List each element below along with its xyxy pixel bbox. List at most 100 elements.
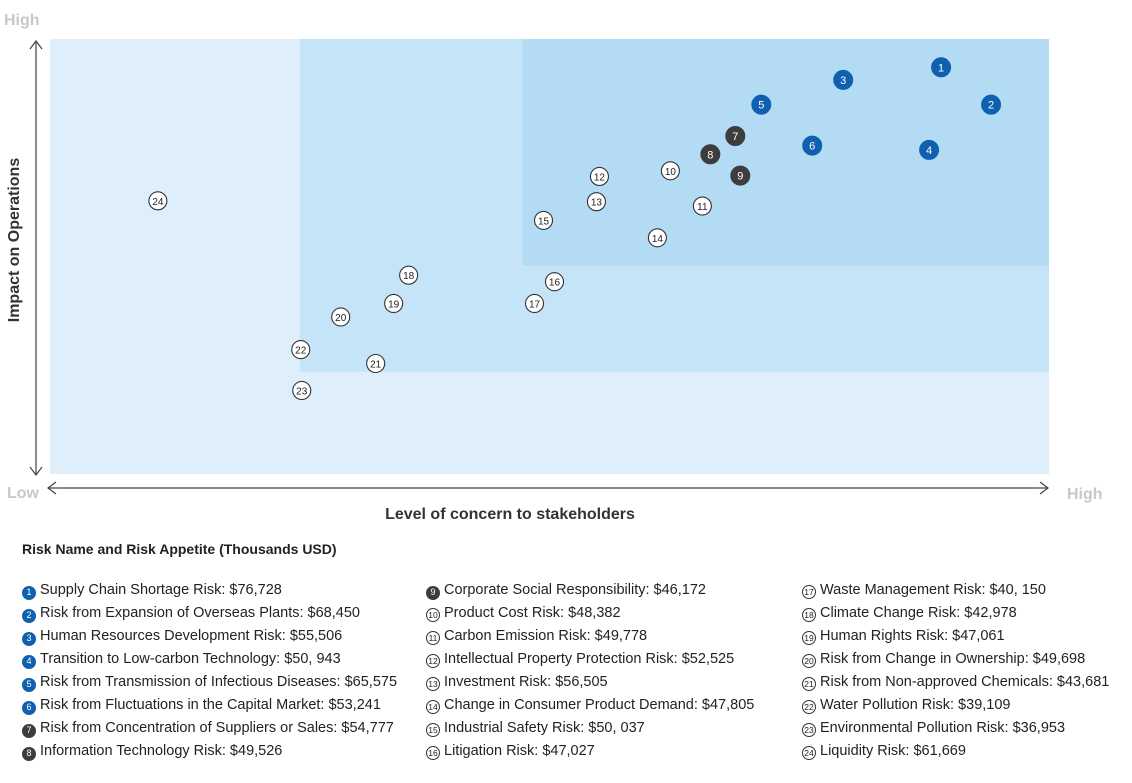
legend-item-text: Human Resources Development Risk: $55,50… xyxy=(40,628,343,644)
legend-badge: 21 xyxy=(802,677,816,691)
legend-badge: 13 xyxy=(426,677,440,691)
risk-point-marker xyxy=(544,272,565,292)
legend-item-4: 4 Transition to Low-carbon Technology: $5… xyxy=(22,650,397,673)
legend-item-19: 19 Human Rights Risk: $47,061 xyxy=(802,627,1109,650)
legend-item-15: 15 Industrial Safety Risk: $50, 037 xyxy=(426,719,754,742)
legend-item-22: 22 Water Pollution Risk: $39,109 xyxy=(802,696,1109,719)
risk-point-label: 8 xyxy=(707,149,713,161)
zone-high xyxy=(522,39,1049,266)
legend-item-6: 6 Risk from Fluctuations in the Capital M… xyxy=(22,696,397,719)
legend-item-text: Supply Chain Shortage Risk: $76,728 xyxy=(40,582,282,598)
risk-point-18: 18 xyxy=(399,265,419,285)
legend-item-5: 5 Risk from Transmission of Infectious Di… xyxy=(22,673,397,696)
risk-point-marker xyxy=(586,192,607,212)
legend-item-text: Environmental Pollution Risk: $36,953 xyxy=(820,720,1066,736)
risk-point-marker xyxy=(730,165,751,186)
legend-column-3: 17 Waste Management Risk: $40, 150 18 Clima… xyxy=(802,581,1109,765)
legend-item-18: 18 Climate Change Risk: $42,978 xyxy=(802,604,1109,627)
legend-badge: 12 xyxy=(426,654,440,668)
risk-point-label: 12 xyxy=(594,172,606,183)
risk-point-marker xyxy=(291,340,311,360)
risk-point-label: 6 xyxy=(809,141,815,153)
legend-item-text: Risk from Fluctuations in the Capital Ma… xyxy=(40,697,381,713)
legend-item-text: Intellectual Property Protection Risk: $… xyxy=(444,651,735,667)
legend-title: Risk Name and Risk Appetite (Thousands U… xyxy=(22,541,337,557)
risk-point-marker xyxy=(833,69,854,90)
risk-point-4: 4 xyxy=(919,139,940,160)
legend-badge: 24 xyxy=(802,746,816,760)
risk-point-17: 17 xyxy=(524,293,545,314)
legend-badge: 5 xyxy=(22,678,36,692)
legend-item-24: 24 Liquidity Risk: $61,669 xyxy=(802,742,1109,765)
risk-point-marker xyxy=(981,94,1002,115)
y-axis-arrow-up xyxy=(29,40,43,50)
legend-item-text: Liquidity Risk: $61,669 xyxy=(820,743,966,759)
legend-item-text: Litigation Risk: $47,027 xyxy=(444,743,595,759)
risk-point-label: 14 xyxy=(652,234,664,245)
legend-column-1: 1 Supply Chain Shortage Risk: $76,728 2 Ris… xyxy=(22,581,397,765)
legend-badge: 22 xyxy=(802,700,816,714)
y-axis-title: Impact on Operations xyxy=(6,158,23,323)
risk-point-22: 22 xyxy=(291,340,311,360)
risk-matrix-chart: High Low High Level of concern to stakeh… xyxy=(4,12,1103,523)
risk-point-marker xyxy=(399,265,419,285)
risk-point-marker xyxy=(366,353,386,374)
legend-badge: 4 xyxy=(22,655,36,669)
risk-point-14: 14 xyxy=(647,228,667,248)
legend-badge: 7 xyxy=(22,724,36,738)
legend-badge: 17 xyxy=(802,585,816,599)
legend-item-text: Change in Consumer Product Demand: $47,8… xyxy=(444,697,755,713)
legend-badge: 18 xyxy=(802,608,816,622)
legend-item-1: 1 Supply Chain Shortage Risk: $76,728 xyxy=(22,581,397,604)
legend-item-16: 16 Litigation Risk: $47,027 xyxy=(426,742,754,765)
risk-point-label: 15 xyxy=(538,216,550,227)
risk-point-2: 2 xyxy=(981,94,1002,115)
legend-item-text: Climate Change Risk: $42,978 xyxy=(820,605,1017,621)
legend-item-17: 17 Waste Management Risk: $40, 150 xyxy=(802,581,1109,604)
legend-badge: 23 xyxy=(802,723,816,737)
legend-item-7: 7 Risk from Concentration of Suppliers or… xyxy=(22,719,397,742)
risk-point-1: 1 xyxy=(931,57,952,78)
risk-point-6: 6 xyxy=(802,135,823,156)
risk-point-marker xyxy=(533,210,554,230)
risk-point-15: 15 xyxy=(533,210,554,230)
risk-point-label: 23 xyxy=(296,386,308,397)
legend-item-text: Risk from Transmission of Infectious Dis… xyxy=(40,674,398,690)
risk-point-8: 8 xyxy=(700,144,721,165)
legend-item-text: Risk from Concentration of Suppliers or … xyxy=(40,720,394,736)
risk-point-label: 4 xyxy=(926,145,932,157)
risk-point-9: 9 xyxy=(730,165,751,186)
risk-point-marker xyxy=(524,293,545,314)
risk-point-7: 7 xyxy=(725,126,746,147)
legend-item-text: Water Pollution Risk: $39,109 xyxy=(820,697,1011,713)
risk-point-label: 22 xyxy=(295,346,307,357)
risk-point-marker xyxy=(802,135,823,156)
risk-point-label: 16 xyxy=(549,278,561,289)
y-axis-high-label: High xyxy=(4,12,40,29)
legend-badge: 15 xyxy=(426,723,440,737)
legend-badge: 19 xyxy=(802,631,816,645)
legend-badge: 10 xyxy=(426,608,440,622)
legend-item-text: Information Technology Risk: $49,526 xyxy=(40,743,283,759)
risk-point-marker xyxy=(919,139,940,160)
legend-badge: 1 xyxy=(22,586,36,600)
legend-badge: 14 xyxy=(426,700,440,714)
legend-item-23: 23 Environmental Pollution Risk: $36,953 xyxy=(802,719,1109,742)
legend-item-text: Risk from Change in Ownership: $49,698 xyxy=(820,651,1086,667)
risk-point-20: 20 xyxy=(331,307,351,327)
legend-item-8: 8 Information Technology Risk: $49,526 xyxy=(22,742,397,765)
legend-item-12: 12 Intellectual Property Protection Risk:… xyxy=(426,650,754,673)
y-axis-arrow-down xyxy=(29,466,43,476)
risk-point-13: 13 xyxy=(586,192,607,212)
legend-item-20: 20 Risk from Change in Ownership: $49,698 xyxy=(802,650,1109,673)
legend-item-text: Transition to Low-carbon Technology: $50… xyxy=(40,651,341,667)
risk-point-label: 17 xyxy=(529,299,541,310)
risk-point-label: 24 xyxy=(152,197,164,208)
x-axis-arrow-left xyxy=(47,481,57,495)
risk-point-label: 18 xyxy=(403,271,415,282)
risk-point-label: 10 xyxy=(665,167,677,178)
legend-item-text: Investment Risk: $56,505 xyxy=(444,674,608,690)
risk-point-24: 24 xyxy=(148,191,168,211)
risk-point-marker xyxy=(292,380,312,401)
legend-item-text: Human Rights Risk: $47,061 xyxy=(820,628,1005,644)
